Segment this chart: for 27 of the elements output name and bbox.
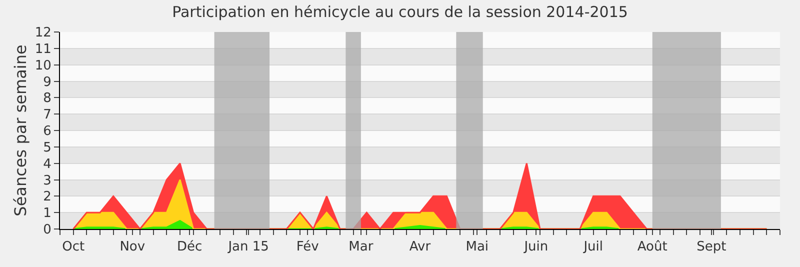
x-tick-label: Déc	[176, 240, 202, 255]
y-tick-label: 10	[34, 58, 52, 74]
y-tick-label: 2	[43, 190, 52, 205]
x-tick-label: Mai	[466, 240, 489, 255]
x-tick-label: Fév	[296, 240, 320, 255]
x-tick-label: Mar	[348, 240, 374, 255]
y-tick-label: 1	[43, 206, 52, 222]
x-tick-label: Avr	[409, 240, 432, 255]
y-tick-label: 9	[43, 74, 52, 90]
y-tick-label: 7	[43, 108, 52, 123]
x-tick-label: Nov	[120, 240, 146, 255]
x-tick-label: Jan 15	[227, 240, 269, 255]
y-axis-title: Séances par semaine	[10, 44, 30, 216]
x-tick-label: Juin	[523, 240, 548, 255]
x-tick-label: Juil	[582, 240, 603, 255]
y-tick-label: 3	[43, 173, 52, 188]
x-tick-label: Oct	[62, 240, 85, 255]
y-tick-label: 11	[34, 42, 52, 57]
y-tick-label: 0	[43, 222, 52, 238]
chart-title: Participation en hémicycle au cours de la session 2014-2015	[172, 3, 628, 22]
x-tick-label: Sept	[696, 240, 726, 255]
y-tick-label: 4	[43, 156, 52, 172]
x-tick-label: Août	[637, 240, 668, 255]
y-tick-label: 8	[43, 91, 52, 106]
y-tick-label: 12	[34, 26, 52, 41]
y-tick-label: 6	[43, 124, 52, 140]
y-tick-label: 5	[43, 140, 52, 156]
